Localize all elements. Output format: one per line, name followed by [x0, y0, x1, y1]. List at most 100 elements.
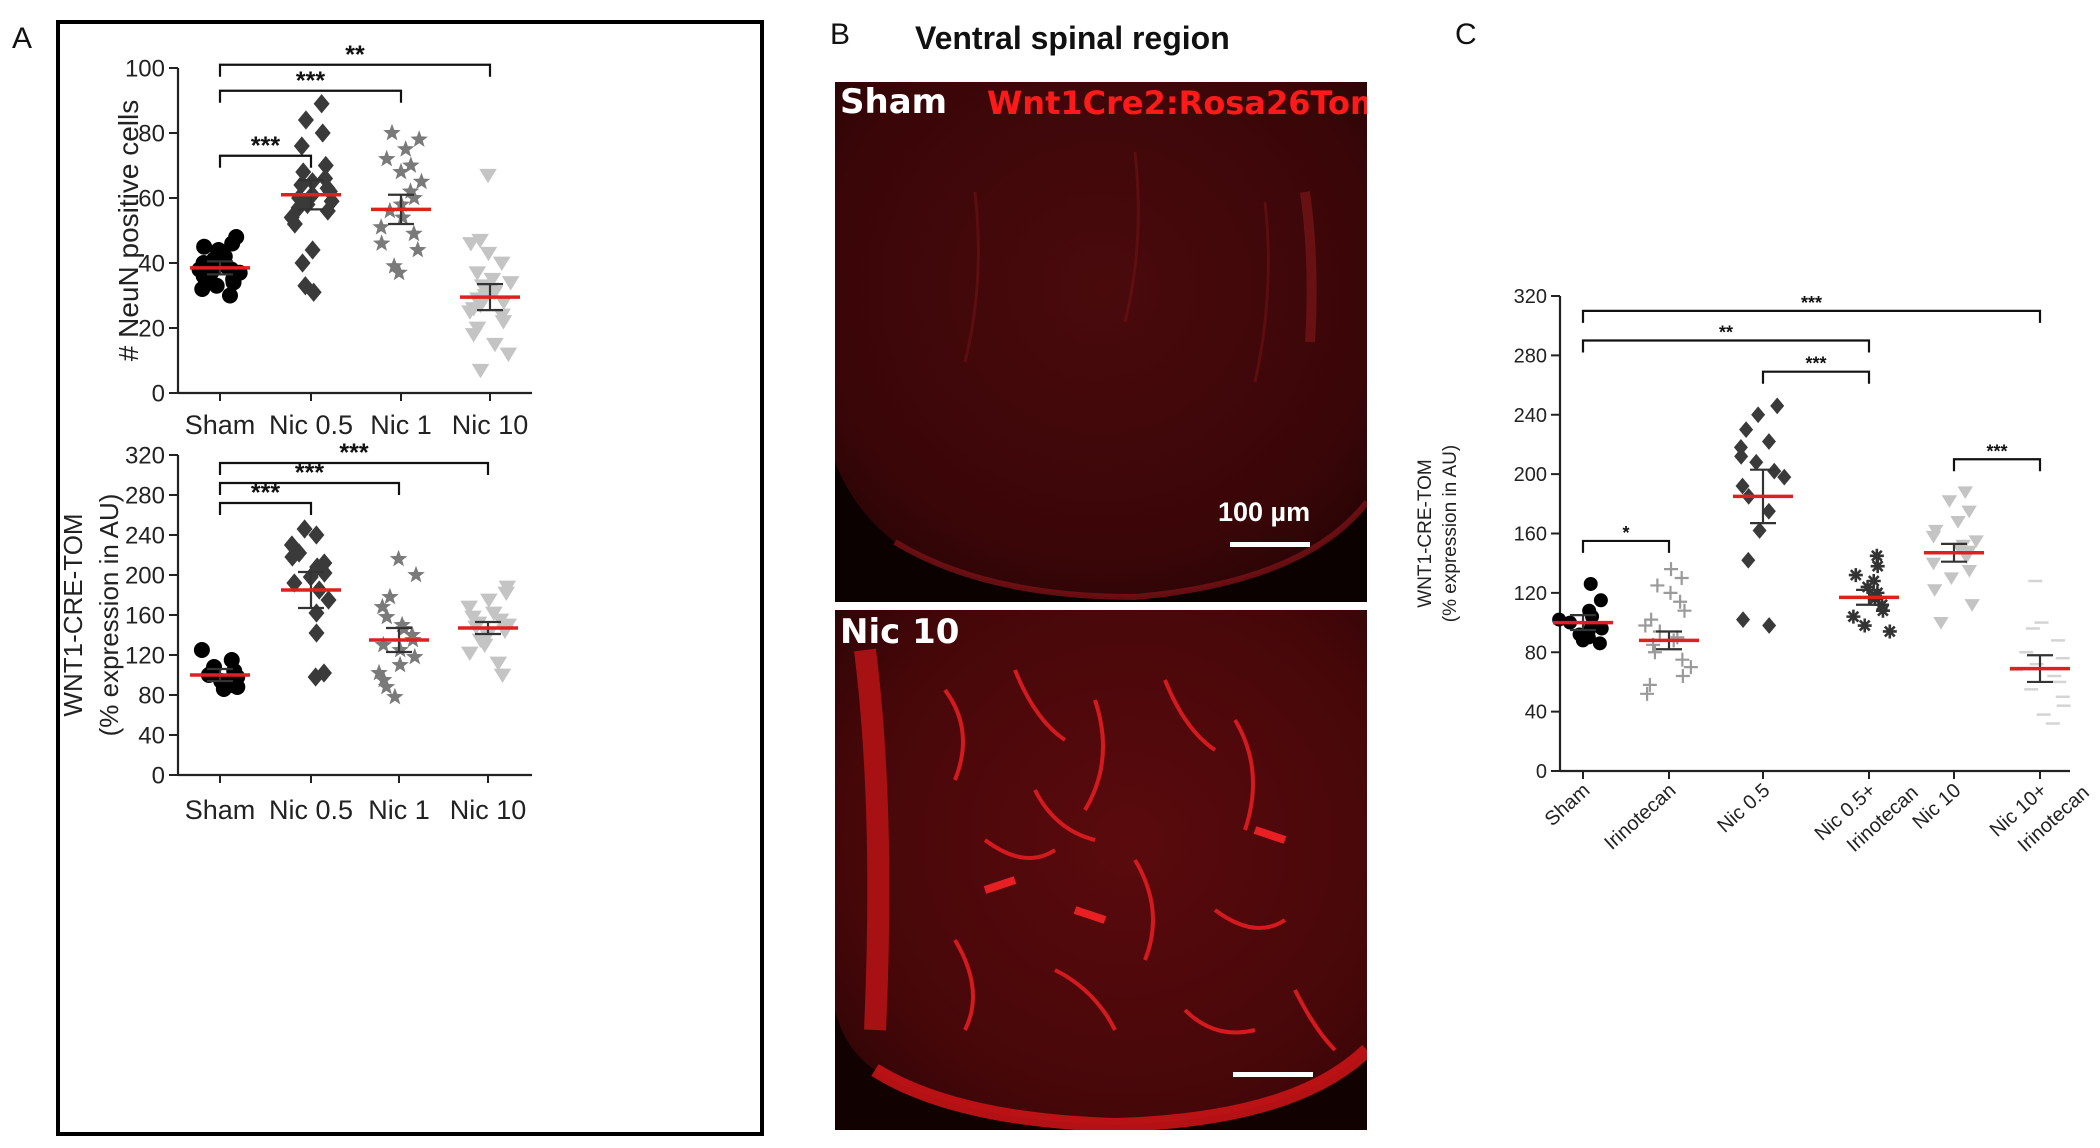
- significance-label-A-bottom: ***: [339, 439, 368, 467]
- x-tick-label-C: Sham: [1541, 779, 1595, 830]
- y-tick-label-A-bottom: 240: [125, 522, 165, 549]
- data-point-C-nic-0-5-irinotecan: [1875, 597, 1890, 612]
- significance-bracket-C: [1581, 339, 1871, 353]
- data-point-C-nic-10: [1925, 557, 1942, 571]
- micrograph-sham: Sham Wnt1Cre2:Rosa26Tom 100 µm: [835, 82, 1367, 602]
- data-point-C-irinotecan: [1640, 686, 1655, 701]
- significance-label-C: *: [1622, 523, 1629, 543]
- data-point-A-top-nic-0-5: [294, 253, 311, 273]
- y-tick-label-A-top: 60: [138, 185, 165, 212]
- data-point-A-top-sham: [196, 238, 213, 255]
- data-point-C-nic-0-5-irinotecan: [1860, 579, 1875, 594]
- data-point-A-bottom-nic-10: [461, 646, 479, 661]
- x-tick-label-A-bottom: Nic 1: [368, 795, 430, 825]
- data-point-C-nic-0-5: [1734, 447, 1749, 465]
- data-point-A-top-nic-10: [494, 295, 513, 310]
- x-tick-label-C: Nic 0.5+Irinotecan: [1811, 759, 1923, 867]
- y-tick-label-A-top: 40: [138, 250, 165, 277]
- data-point-A-bottom-nic-1: [374, 635, 393, 653]
- panel-b-title: Ventral spinal region: [915, 20, 1230, 56]
- data-point-A-top-nic-10: [471, 363, 490, 379]
- data-point-C-nic-0-5: [1749, 453, 1764, 471]
- y-tick-label-A-bottom: 280: [125, 482, 165, 509]
- significance-bracket-C: [1581, 309, 2042, 323]
- data-point-C-irinotecan: [1644, 612, 1659, 627]
- data-point-C-nic-10: [1968, 535, 1984, 548]
- data-point-C-nic-0-5-irinotecan: [1869, 548, 1884, 563]
- y-tick-label-A-bottom: 200: [125, 562, 165, 589]
- significance-bracket-A-top: [218, 63, 492, 77]
- data-point-A-top-nic-10: [471, 233, 489, 249]
- data-point-A-top-nic-10: [479, 246, 498, 262]
- data-point-C-irinotecan: [1675, 669, 1690, 683]
- data-point-A-top-nic-10: [501, 276, 520, 291]
- data-point-A-bottom-nic-10: [478, 628, 497, 643]
- significance-label-A-top: ***: [296, 67, 325, 95]
- data-point-A-top-nic-10: [493, 308, 511, 323]
- data-point-C-sham: [1593, 593, 1608, 608]
- y-tick-label-C: 0: [1536, 761, 1547, 783]
- y-tick-label-A-top: 20: [138, 315, 165, 342]
- data-point-C-nic-0-5: [1761, 502, 1776, 520]
- data-point-C-irinotecan: [1647, 645, 1662, 660]
- data-point-A-bottom-nic-1: [406, 647, 424, 665]
- data-point-A-top-nic-10: [492, 256, 511, 271]
- data-point-C-nic-0-5: [1741, 551, 1756, 569]
- significance-label-C: ***: [1805, 354, 1826, 374]
- data-point-C-irinotecan: [1677, 603, 1692, 618]
- data-point-A-bottom-nic-1: [370, 663, 388, 681]
- data-point-A-bottom-nic-0-5: [308, 623, 325, 643]
- y-tick-label-C: 80: [1525, 642, 1547, 664]
- data-point-C-nic-0-5: [1752, 522, 1767, 539]
- micrograph-sham-tissue: [835, 82, 1367, 602]
- data-point-A-top-nic-0-5: [314, 123, 331, 143]
- data-point-C-nic-10: [1941, 495, 1958, 508]
- x-tick-label-A-bottom: Nic 10: [450, 795, 527, 825]
- scalebar-text: 100 µm: [1218, 497, 1311, 527]
- y-tick-label-A-bottom: 120: [125, 642, 165, 669]
- data-point-C-nic-0-5: [1751, 406, 1766, 424]
- data-point-A-top-nic-0-5: [304, 172, 321, 192]
- data-point-A-top-nic-0-5: [297, 276, 314, 296]
- data-point-A-top-nic-1: [401, 182, 420, 199]
- y-tick-label-C: 320: [1514, 286, 1547, 308]
- data-point-A-top-nic-10: [499, 347, 518, 362]
- data-point-A-top-nic-1: [378, 149, 396, 167]
- significance-bracket-C: [1952, 458, 2042, 472]
- data-point-A-bottom-nic-1: [407, 565, 425, 583]
- y-axis-label2-A-bottom: (% expression in AU): [94, 494, 124, 737]
- data-point-A-top-nic-1: [390, 263, 408, 281]
- data-point-A-bottom-nic-10: [498, 580, 517, 595]
- data-point-A-top-nic-1: [409, 240, 427, 258]
- data-point-A-bottom-nic-1: [393, 615, 411, 633]
- significance-bracket-A-bottom: [218, 501, 313, 515]
- data-point-C-nic-0-5: [1761, 433, 1776, 450]
- data-point-A-bottom-sham: [193, 642, 210, 658]
- data-point-C-nic-0-5: [1733, 439, 1748, 456]
- x-tick-label-A-top: Nic 10: [452, 410, 529, 440]
- data-point-C-nic-0-5: [1762, 617, 1777, 634]
- data-point-C-nic-0-5-irinotecan: [1870, 559, 1885, 574]
- data-point-A-bottom-nic-1: [377, 677, 396, 695]
- data-point-A-bottom-nic-0-5: [315, 663, 332, 683]
- chart-a-bottom: 0 40 80 120 160 200 240 280 320 Sham Nic 0.5 Nic 1 N…: [58, 439, 532, 825]
- data-point-A-top-sham: [221, 287, 238, 304]
- chart-c: 0 40 80 120 160 200 240 280 320 Sham Irinotecan Nic…: [1415, 286, 2094, 867]
- data-point-C-sham: [1552, 612, 1567, 627]
- data-point-C-nic-0-5-irinotecan: [1870, 585, 1885, 600]
- data-point-A-top-sham: [210, 242, 227, 258]
- significance-label-C: ***: [1986, 441, 2007, 461]
- y-tick-label-A-bottom: 0: [152, 762, 165, 789]
- data-point-A-bottom-nic-10: [493, 668, 512, 683]
- data-point-A-bottom-nic-0-5: [283, 535, 300, 555]
- data-point-A-top-nic-10: [479, 168, 497, 184]
- data-point-A-top-nic-10: [494, 315, 513, 330]
- data-point-C-nic-0-5: [1739, 421, 1754, 438]
- data-point-C-nic-0-5-irinotecan: [1866, 574, 1881, 588]
- micrograph-nic10: Nic 10: [835, 610, 1367, 1130]
- data-point-A-bottom-nic-0-5: [308, 525, 325, 545]
- data-point-A-bottom-nic-10: [460, 600, 478, 615]
- data-point-C-irinotecan: [1663, 585, 1678, 600]
- data-point-C-nic-10: [1961, 505, 1977, 519]
